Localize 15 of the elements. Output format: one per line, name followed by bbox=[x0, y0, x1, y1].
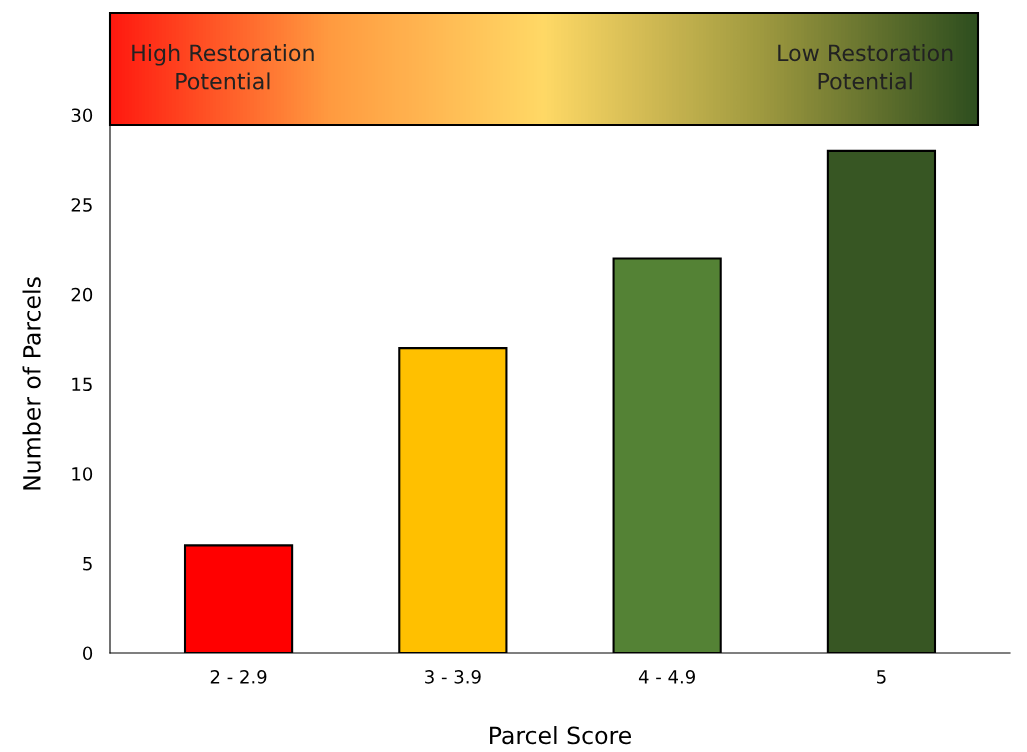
x-tick-label: 4 - 4.9 bbox=[638, 669, 695, 684]
x-tick-label: 2 - 2.9 bbox=[210, 669, 267, 684]
y-tick-label: 15 bbox=[72, 377, 92, 392]
y-axis-title: Number of Parcels bbox=[22, 277, 41, 490]
x-axis-title: Parcel Score bbox=[490, 726, 631, 745]
text: High Restoration Potential bbox=[132, 44, 314, 90]
y-tick-label: 0 bbox=[83, 646, 93, 661]
y-tick-label: 10 bbox=[72, 467, 93, 481]
x-tick-label: 3 - 3.9 bbox=[425, 669, 481, 684]
x-tick-label: 5 bbox=[877, 670, 886, 684]
y-tick-label: 30 bbox=[71, 108, 93, 123]
y-tick-label: 20 bbox=[71, 287, 93, 302]
y-tick-label: 5 bbox=[83, 557, 92, 571]
y-tick-label: 25 bbox=[71, 198, 92, 212]
text: Low Restoration Potential bbox=[778, 44, 953, 90]
